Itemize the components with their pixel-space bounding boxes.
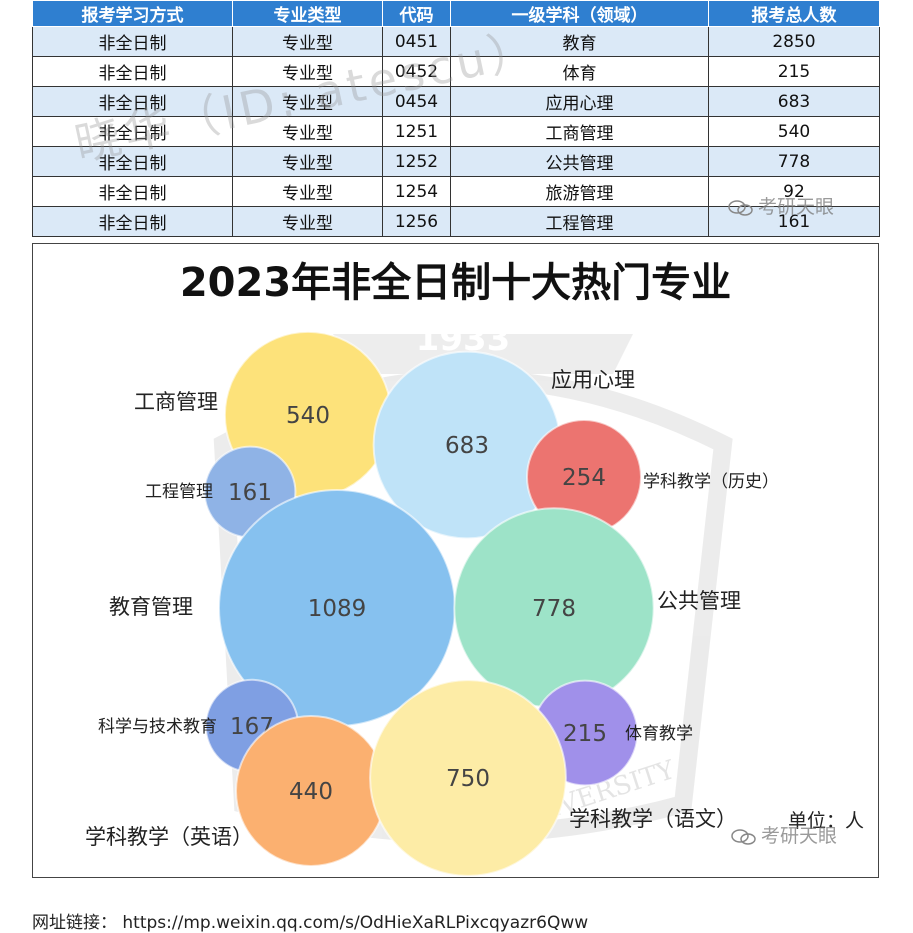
- wechat-icon: [728, 199, 753, 216]
- bubble-chart: 1933 UNIVERSITY 540 工商管理 683 应用心理 161 工程管理 254…: [32, 243, 879, 878]
- wechat-icon: [731, 828, 756, 845]
- bubble-category-label: 学科教学（历史）: [643, 472, 779, 492]
- wechat-account-name: 考研天眼: [761, 825, 838, 847]
- table-row: 非全日制 专业型 1251 工商管理 540: [32, 116, 880, 147]
- table-cell: 专业型: [232, 146, 383, 177]
- table-cell: 1252: [382, 146, 451, 177]
- table-cell: 0452: [382, 56, 451, 87]
- column-header: 代码: [382, 0, 451, 27]
- table-cell: 旅游管理: [450, 176, 709, 207]
- enrollment-table: 报考学习方式 专业类型 代码 一级学科（领域） 报考总人数 非全日制 专业型 0…: [32, 0, 880, 237]
- bubble-category-label: 工商管理: [134, 390, 218, 414]
- bubble-value-label: 1089: [308, 596, 367, 622]
- table-cell: 专业型: [232, 86, 383, 117]
- column-header: 专业类型: [232, 0, 383, 27]
- table-cell: 778: [708, 146, 880, 177]
- table-cell: 92: [708, 176, 880, 207]
- bubble-chart-canvas: 1933 UNIVERSITY 540工商管理683应用心理161工程管理254…: [85, 319, 779, 877]
- table-cell: 体育: [450, 56, 709, 87]
- column-header: 一级学科（领域）: [450, 0, 709, 27]
- source-link-line: 网址链接： https://mp.weixin.qq.com/s/OdHieXa…: [32, 908, 588, 933]
- bubble-value-label: 540: [286, 403, 330, 429]
- column-header: 报考总人数: [708, 0, 880, 27]
- table-cell: 2850: [708, 26, 880, 57]
- table-row: 非全日制 专业型 0451 教育 2850: [32, 26, 880, 57]
- table-cell: 专业型: [232, 206, 383, 237]
- table-cell: 1254: [382, 176, 451, 207]
- table-cell: 非全日制: [32, 176, 233, 207]
- table-cell: 0451: [382, 26, 451, 57]
- table-row: 非全日制 专业型 0454 应用心理 683: [32, 86, 880, 117]
- bubble-layer: 540 工商管理 683 应用心理 161 工程管理 254 学科教学（历史） 1089 教育管理…: [85, 330, 779, 877]
- bubble-value-label: 683: [445, 433, 489, 459]
- table-cell: 工程管理: [450, 206, 709, 237]
- bubble-category-label: 科学与技术教育: [98, 717, 217, 737]
- table-cell: 非全日制: [32, 146, 233, 177]
- table-row: 非全日制 专业型 1256 工程管理 161: [32, 206, 880, 237]
- bubble-category-label: 教育管理: [109, 595, 193, 619]
- table-cell: 215: [708, 56, 880, 87]
- bubble-category-label: 工程管理: [145, 482, 213, 502]
- bubble-value-label: 215: [563, 721, 607, 747]
- table-cell: 非全日制: [32, 56, 233, 87]
- bubble-category-label: 公共管理: [657, 589, 741, 613]
- wechat-watermark: 考研天眼: [728, 192, 834, 219]
- enrollment-table-wrap: 报考学习方式 专业类型 代码 一级学科（领域） 报考总人数 非全日制 专业型 0…: [32, 0, 880, 237]
- table-cell: 专业型: [232, 26, 383, 57]
- bubble-value-label: 161: [228, 480, 272, 506]
- bubble-category-label: 体育教学: [625, 724, 693, 744]
- bubble-value-label: 440: [289, 779, 333, 805]
- wechat-watermark: 考研天眼: [731, 821, 837, 848]
- table-cell: 683: [708, 86, 880, 117]
- table-cell: 专业型: [232, 56, 383, 87]
- bubble-category-label: 学科教学（语文）: [569, 807, 737, 831]
- bubble-value-label: 750: [446, 766, 490, 792]
- table-cell: 专业型: [232, 116, 383, 147]
- table-cell: 161: [708, 206, 880, 237]
- table-cell: 1251: [382, 116, 451, 147]
- table-cell: 540: [708, 116, 880, 147]
- table-cell: 非全日制: [32, 116, 233, 147]
- table-cell: 教育: [450, 26, 709, 57]
- table-row: 非全日制 专业型 0452 体育 215: [32, 56, 880, 87]
- bubble-category-label: 学科教学（英语）: [85, 825, 253, 849]
- table-cell: 公共管理: [450, 146, 709, 177]
- table-cell: 非全日制: [32, 206, 233, 237]
- table-header-row: 报考学习方式 专业类型 代码 一级学科（领域） 报考总人数: [32, 0, 880, 27]
- bubble: [369, 679, 567, 877]
- table-cell: 0454: [382, 86, 451, 117]
- source-url[interactable]: https://mp.weixin.qq.com/s/OdHieXaRLPixc…: [122, 913, 589, 933]
- table-cell: 专业型: [232, 176, 383, 207]
- column-header: 报考学习方式: [32, 0, 233, 27]
- table-cell: 非全日制: [32, 26, 233, 57]
- chart-title: 2023年非全日制十大热门专业: [179, 260, 732, 306]
- table-cell: 非全日制: [32, 86, 233, 117]
- table-cell: 应用心理: [450, 86, 709, 117]
- wechat-account-name: 考研天眼: [758, 196, 835, 218]
- table-cell: 工商管理: [450, 116, 709, 147]
- bubble-category-label: 应用心理: [551, 368, 635, 392]
- bubble-value-label: 254: [562, 465, 606, 491]
- table-cell: 1256: [382, 206, 451, 237]
- source-label: 网址链接：: [32, 913, 117, 933]
- unit-label: 单位：人: [787, 810, 864, 832]
- table-row: 非全日制 专业型 1254 旅游管理 92: [32, 176, 880, 207]
- table-row: 非全日制 专业型 1252 公共管理 778: [32, 146, 880, 177]
- bubble-value-label: 778: [532, 596, 576, 622]
